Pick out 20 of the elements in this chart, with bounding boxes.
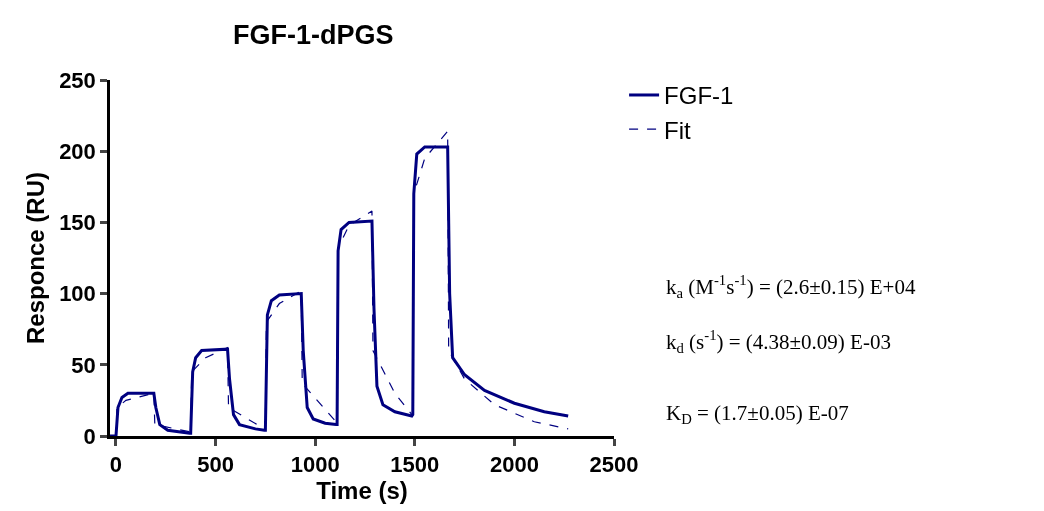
x-tick-label: 1000 xyxy=(290,452,340,478)
text: k$_{d}$ (s$^{-1}$) = (4.38±0.09) E-03 xyxy=(666,327,891,357)
x-tick-label: 1500 xyxy=(390,452,440,478)
text: k$_{a}$ (M$^{-1}$s$^{-1}$) = (2.6±0.15) E+04 xyxy=(666,272,916,302)
y-tick-label: 0 xyxy=(83,423,96,449)
x-tick-label: 0 xyxy=(109,452,123,478)
y-tick-label: 150 xyxy=(59,210,96,236)
y-tick-label: 50 xyxy=(71,352,96,378)
legend-label: Fit xyxy=(664,116,692,144)
y-tick-label: 250 xyxy=(59,67,96,93)
x-axis-title: Time (s) xyxy=(316,477,408,505)
y-tick-label: 100 xyxy=(59,281,96,307)
x-tick-label: 2000 xyxy=(489,452,539,478)
chart-title: FGF-1-dPGS xyxy=(232,20,394,51)
x-tick-label: 2500 xyxy=(589,452,639,478)
x-tick-label: 500 xyxy=(197,452,234,478)
y-axis-title: Responce (RU) xyxy=(22,171,50,345)
text: K$_{D}$ = (1.7±0.05) E-07 xyxy=(666,401,849,428)
legend-label: FGF-1 xyxy=(664,82,734,110)
y-tick-label: 200 xyxy=(59,138,96,164)
